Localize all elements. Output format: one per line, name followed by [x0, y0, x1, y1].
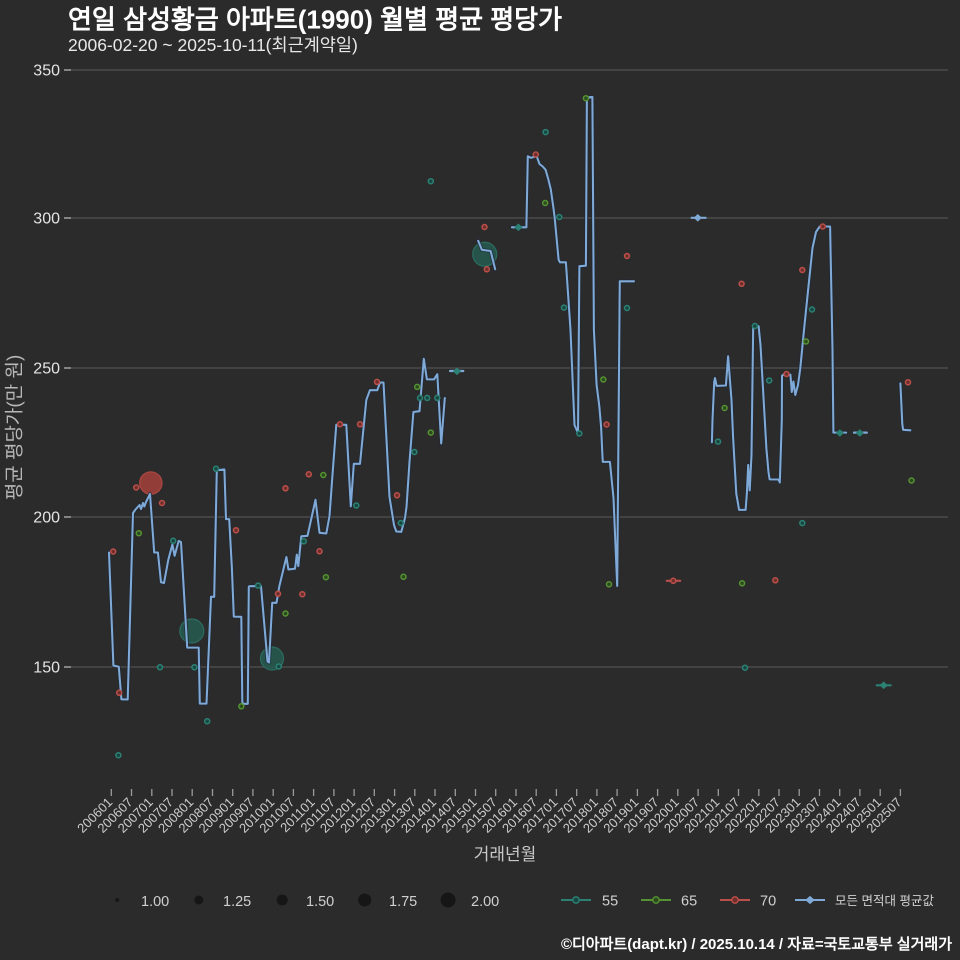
- svg-text:모든 면적대 평균값: 모든 면적대 평균값: [835, 894, 934, 908]
- svg-text:200: 200: [33, 510, 60, 527]
- svg-text:65: 65: [681, 894, 697, 910]
- svg-text:300: 300: [33, 211, 60, 228]
- svg-text:250: 250: [33, 361, 60, 378]
- svg-text:55: 55: [602, 894, 618, 910]
- svg-text:150: 150: [33, 660, 60, 677]
- svg-text:1.25: 1.25: [223, 894, 251, 910]
- svg-text:2006-02-20 ~ 2025-10-11(최근계약일): 2006-02-20 ~ 2025-10-11(최근계약일): [68, 35, 358, 55]
- svg-text:연일 삼성황금 아파트(1990) 월별 평균 평당가: 연일 삼성황금 아파트(1990) 월별 평균 평당가: [68, 5, 562, 35]
- svg-text:350: 350: [33, 63, 60, 80]
- svg-text:1.00: 1.00: [141, 894, 169, 910]
- svg-text:1.50: 1.50: [306, 894, 334, 910]
- svg-text:1.75: 1.75: [389, 894, 417, 910]
- svg-text:2.00: 2.00: [471, 894, 499, 910]
- svg-text:평균 평당가(만 원): 평균 평당가(만 원): [4, 355, 26, 501]
- svg-text:©디아파트(dapt.kr) / 2025.10.14 /: ©디아파트(dapt.kr) / 2025.10.14 / 자료=국토교통부 실…: [561, 936, 952, 953]
- svg-text:거래년월: 거래년월: [474, 845, 537, 864]
- svg-text:70: 70: [760, 894, 776, 910]
